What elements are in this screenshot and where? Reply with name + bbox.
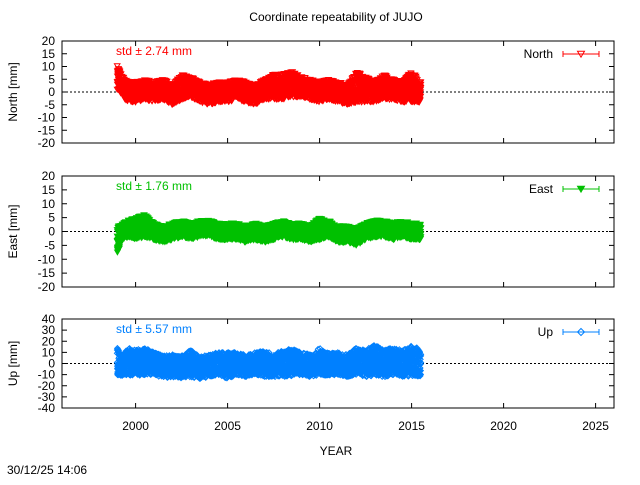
series-north bbox=[114, 64, 423, 107]
y-tick-label: 15 bbox=[42, 183, 56, 197]
y-tick-label: -15 bbox=[38, 266, 56, 280]
y-tick-label: -10 bbox=[38, 252, 56, 266]
y-axis-label: North [mm] bbox=[6, 62, 20, 121]
std-label: std ± 2.74 mm bbox=[116, 44, 192, 58]
y-tick-label: 0 bbox=[48, 225, 55, 239]
y-tick-label: -20 bbox=[38, 136, 56, 150]
chart-title: Coordinate repeatability of JUJO bbox=[249, 10, 422, 24]
timestamp: 30/12/25 14:06 bbox=[7, 463, 87, 477]
legend-label: North bbox=[524, 47, 553, 61]
y-axis-label: East [mm] bbox=[6, 204, 20, 258]
x-axis-label: YEAR bbox=[320, 444, 353, 458]
series-east bbox=[114, 213, 423, 255]
y-tick-label: -20 bbox=[38, 280, 56, 294]
y-tick-label: -5 bbox=[44, 238, 55, 252]
y-tick-label: 10 bbox=[42, 197, 56, 211]
y-tick-label: 20 bbox=[42, 169, 56, 183]
y-tick-label: 5 bbox=[48, 211, 55, 225]
